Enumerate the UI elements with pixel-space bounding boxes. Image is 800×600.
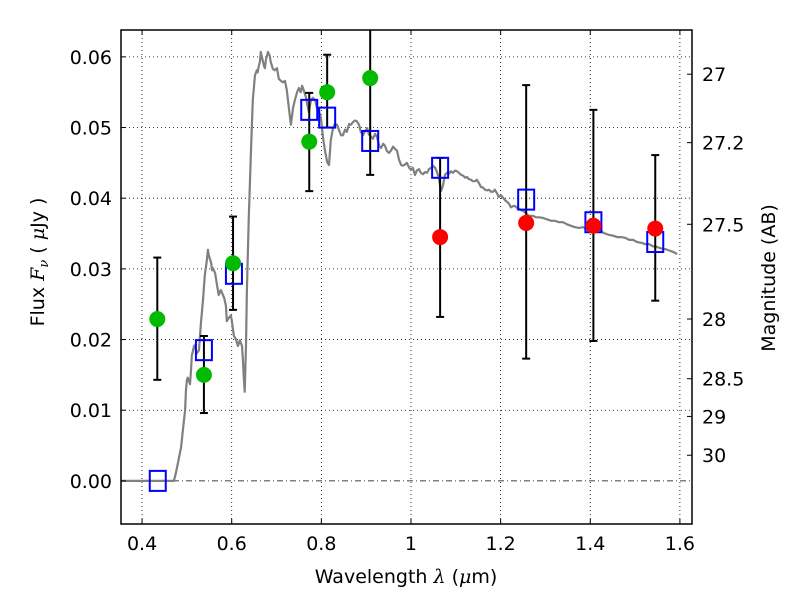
y-tick-label: 0.04: [70, 188, 112, 210]
plot-frame: [120, 29, 693, 525]
y-tick-label: 0.06: [70, 47, 112, 69]
y-axis-label: Flux Fν ( μJy ): [27, 198, 52, 327]
x-tick-label: 1.6: [665, 533, 695, 555]
y-tick-label: 0.01: [70, 400, 112, 422]
x-tick-label: 1.2: [486, 533, 516, 555]
green-data-point: [225, 255, 242, 272]
green-data-point: [301, 133, 318, 150]
green-data-point: [195, 366, 212, 383]
y2-axis: 27 27.2 27.5 28 28.5 29 30: [687, 64, 744, 467]
x-tick-label: 1: [405, 533, 417, 555]
y2-tick-label: 27.5: [702, 214, 744, 236]
y2-tick-label: 28.5: [702, 369, 744, 391]
x-tick-label: 0.8: [306, 533, 336, 555]
red-data-point: [585, 217, 602, 234]
model-square-marker: [517, 188, 536, 211]
y2-tick-label: 27.2: [702, 133, 744, 155]
x-tick-label: 1.4: [575, 533, 605, 555]
y-tick-label: 0.02: [70, 330, 112, 352]
y2-tick-label: 29: [702, 406, 726, 428]
green-data-point: [319, 84, 336, 101]
model-square-marker: [194, 339, 213, 362]
y-tick-label: 0.00: [70, 471, 112, 493]
y-tick-label: 0.03: [70, 259, 112, 281]
y-axis: 0.00 0.01 0.02 0.03 0.04 0.05 0.06: [70, 47, 126, 493]
red-data-point: [432, 229, 449, 246]
y-tick-label: 0.05: [70, 118, 112, 140]
x-tick-label: 0.6: [217, 533, 247, 555]
green-data-point: [149, 311, 166, 328]
y2-tick-label: 28: [702, 309, 726, 331]
model-square-marker: [300, 98, 319, 121]
model-square-marker: [431, 156, 450, 179]
model-square-marker: [318, 106, 337, 129]
red-data-point: [647, 220, 664, 237]
y2-tick-label: 30: [702, 445, 726, 467]
red-data-point: [518, 214, 535, 231]
x-axis: 0.4 0.6 0.8 1 1.2 1.4 1.6: [127, 30, 695, 555]
model-square-marker: [361, 129, 380, 152]
x-axis-label: Wavelength λ (μm): [315, 566, 498, 588]
green-data-point: [362, 70, 379, 87]
model-square-marker: [148, 469, 167, 492]
plot-area: [121, 30, 678, 492]
x-tick-label: 0.4: [127, 533, 157, 555]
y2-tick-label: 27: [702, 64, 726, 86]
y2-axis-label: Magnitude (AB): [758, 204, 780, 352]
